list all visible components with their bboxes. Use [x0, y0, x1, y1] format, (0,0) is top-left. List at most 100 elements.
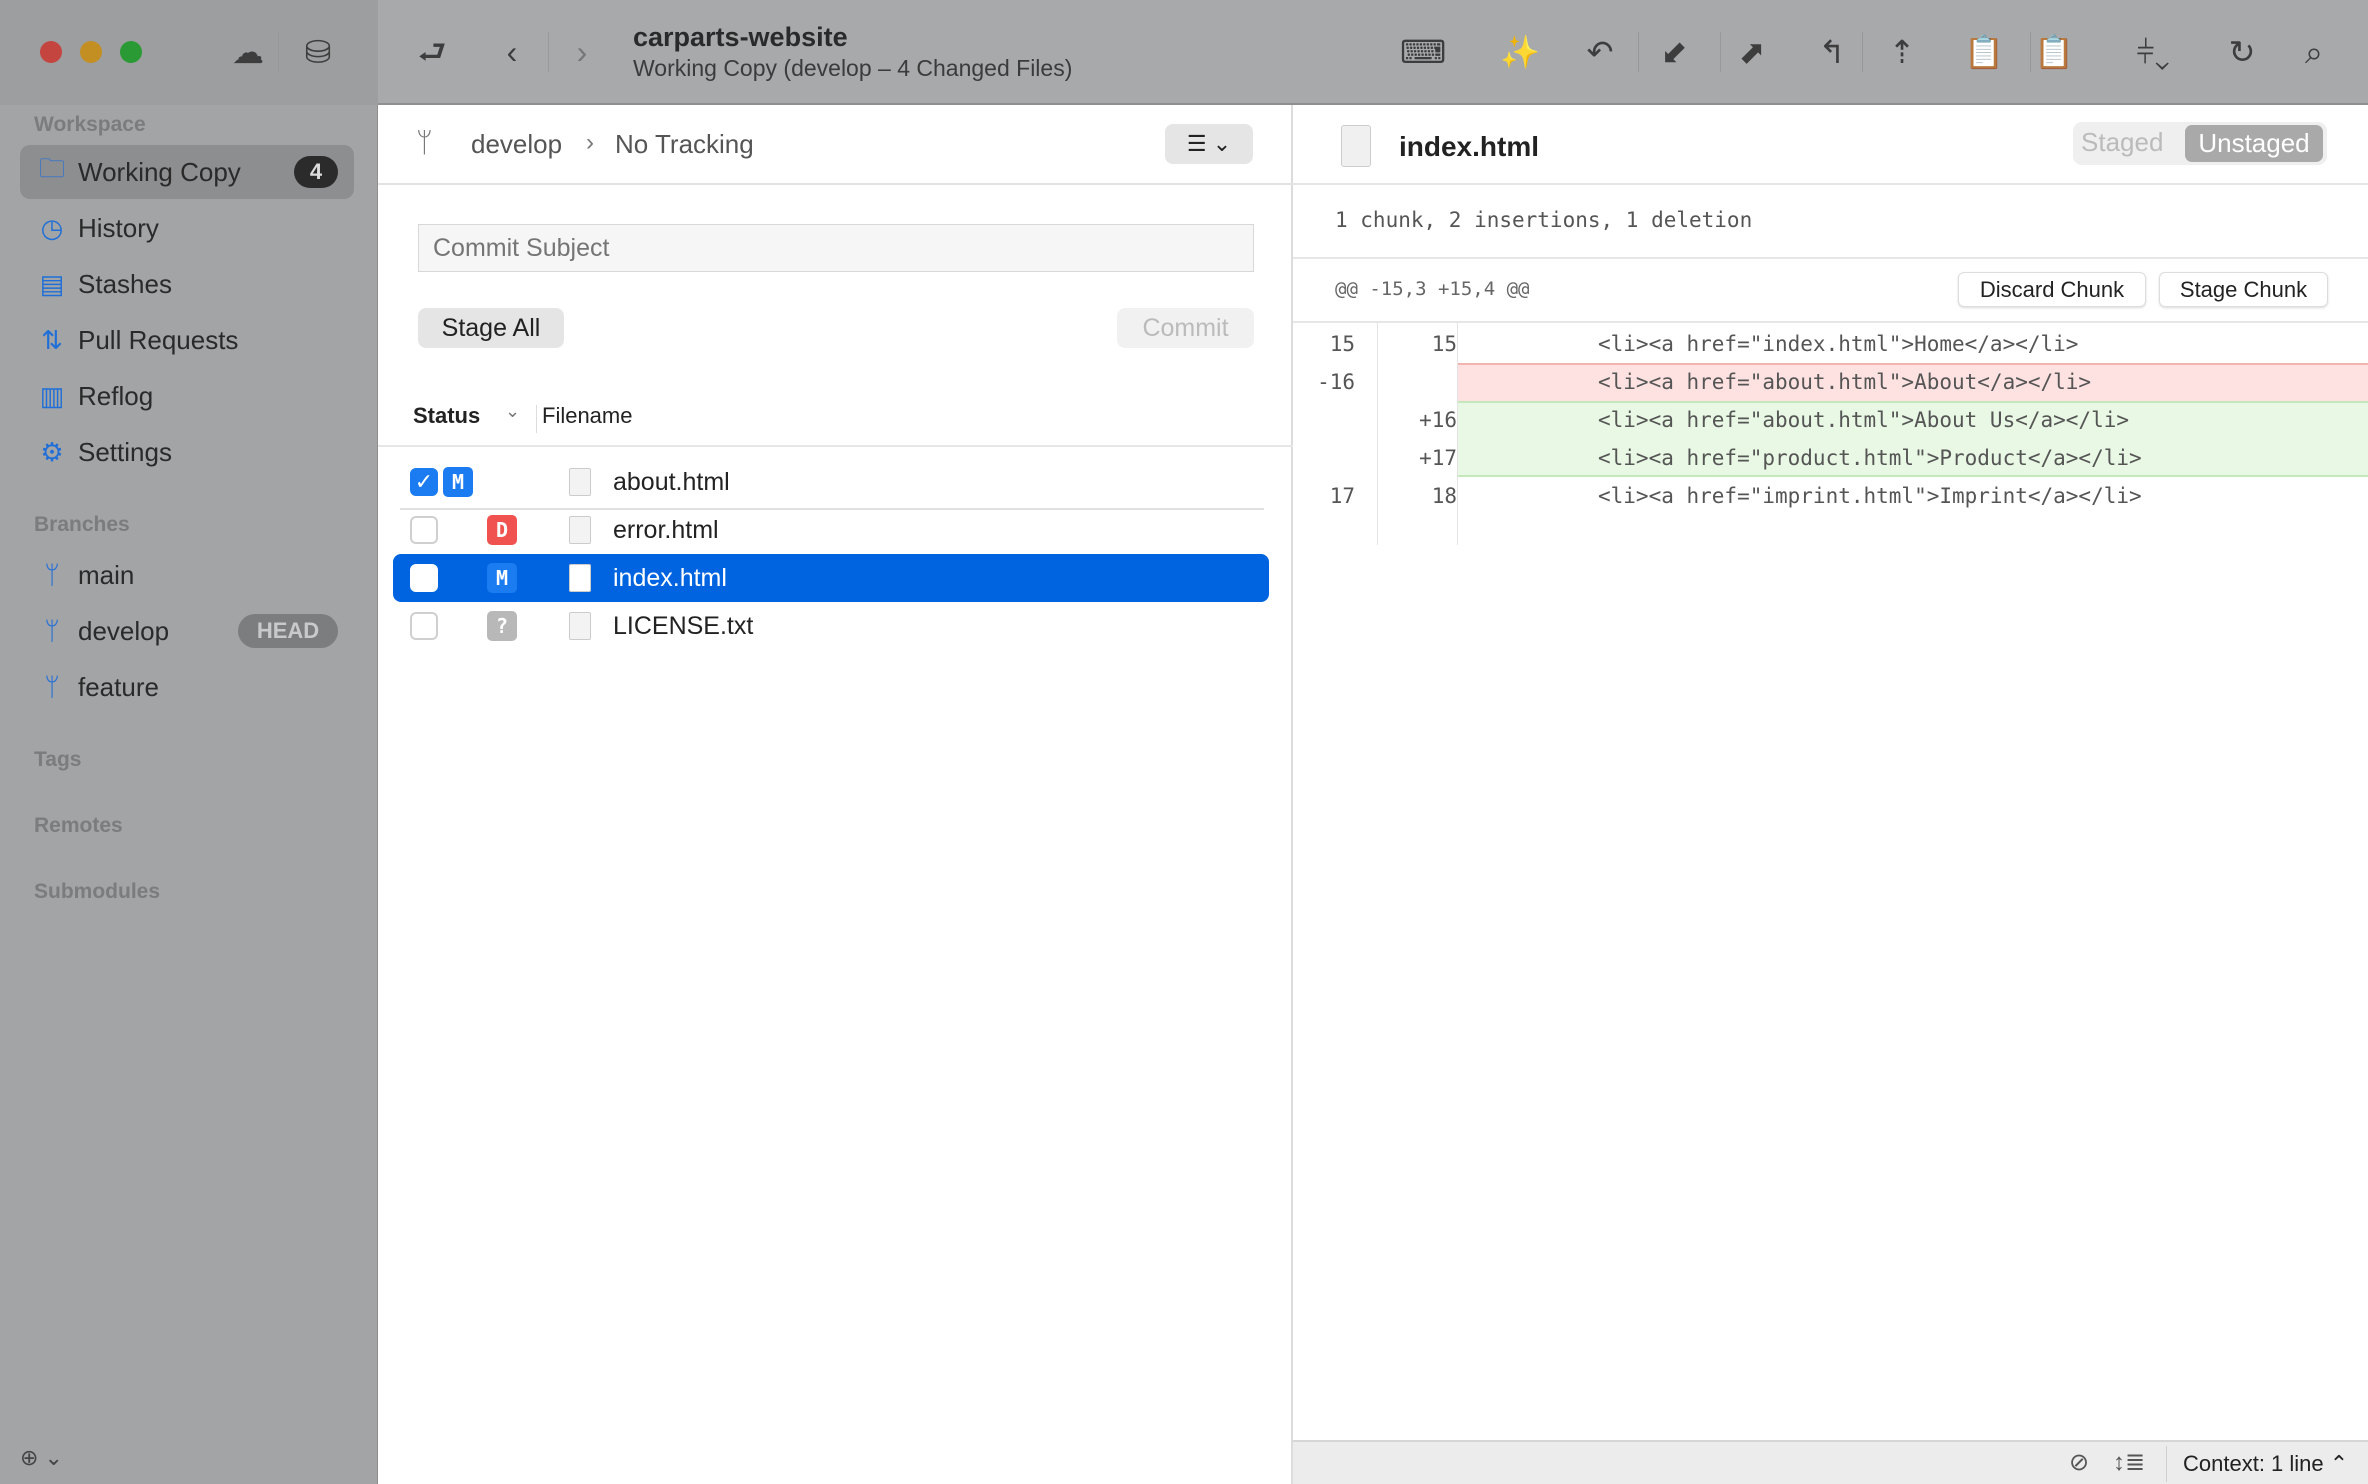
staged-segment[interactable]: Staged	[2081, 127, 2164, 157]
filename: index.html	[613, 563, 727, 592]
cloud-icon[interactable]: ☁	[232, 34, 264, 70]
zoom-button[interactable]	[120, 41, 142, 63]
drive-icon[interactable]: ⛁	[304, 34, 332, 70]
filename: about.html	[613, 467, 730, 496]
branch-feature[interactable]: ᛘ feature	[38, 667, 159, 707]
sidebar-item-working-copy-label[interactable]: 🗀 Working Copy	[38, 152, 241, 192]
status-bar: ⊘ ↕≣ Context: 1 line ⌃	[1293, 1440, 2368, 1484]
branch-name[interactable]: develop	[471, 129, 563, 159]
sidebar-item-pull-requests[interactable]: ⇅ Pull Requests	[38, 320, 238, 360]
close-button[interactable]	[40, 41, 62, 63]
stage-checkbox[interactable]: ✓	[410, 468, 438, 496]
file-icon	[569, 564, 591, 592]
sidebar-item-history[interactable]: ◷ History	[38, 208, 159, 248]
sidebar-item-stashes[interactable]: ▤ Stashes	[38, 264, 172, 304]
refresh-icon[interactable]: ↻	[2228, 34, 2256, 70]
branches-heading: Branches	[34, 513, 130, 536]
branch-develop[interactable]: ᛘ develop	[38, 611, 169, 651]
unstaged-segment[interactable]: Unstaged	[2185, 125, 2323, 162]
sidebar: Workspace 🗀 Working Copy 4 ◷ History ▤ Stas…	[0, 105, 378, 1484]
discard-chunk-button[interactable]: Discard Chunk	[1958, 272, 2146, 307]
status-badge: M	[487, 563, 517, 593]
branch-icon: ᛘ	[44, 559, 60, 590]
label: Working Copy	[78, 156, 241, 187]
commit-button[interactable]: Commit	[1117, 308, 1254, 348]
file-row[interactable]: ? LICENSE.txt	[393, 602, 1269, 650]
file-row-selected[interactable]: M index.html	[393, 554, 1269, 602]
stage-checkbox[interactable]	[410, 516, 438, 544]
ignore-whitespace-icon[interactable]: ⊘	[2069, 1449, 2090, 1476]
label: feature	[78, 671, 159, 702]
submodules-heading[interactable]: Submodules	[34, 880, 161, 903]
file-row[interactable]: ✓ M about.html	[393, 458, 1269, 506]
minimize-button[interactable]	[80, 41, 102, 63]
stash-pop-icon[interactable]: 📋	[2034, 34, 2074, 70]
terminal-icon[interactable]: ⌨	[1400, 34, 1447, 70]
folder-icon: 🗀	[38, 153, 65, 183]
context-lines-select[interactable]: Context: 1 line ⌃	[2183, 1451, 2349, 1476]
file-icon	[569, 516, 591, 544]
tags-heading[interactable]: Tags	[34, 748, 82, 771]
stage-checkbox[interactable]	[410, 612, 438, 640]
remotes-heading[interactable]: Remotes	[34, 814, 123, 837]
search-icon[interactable]: ⌕	[2305, 34, 2323, 70]
toolbar: ☁ ⛁ ⮐ ‹ › carparts-website Working Copy …	[0, 0, 2368, 105]
filename: error.html	[613, 515, 719, 544]
filename-column-header[interactable]: Filename	[542, 403, 633, 428]
status-badge: M	[443, 467, 473, 497]
branch-main[interactable]: ᛘ main	[38, 555, 134, 595]
fetch-icon[interactable]: ⬋	[1660, 34, 1688, 70]
list-view-menu[interactable]: ☰ ⌄	[1165, 124, 1253, 164]
commit-subject-input[interactable]	[418, 224, 1254, 272]
diff-summary: 1 chunk, 2 insertions, 1 deletion	[1335, 208, 1753, 232]
file-icon	[569, 612, 591, 640]
file-icon	[569, 468, 591, 496]
label: Settings	[78, 436, 172, 467]
label: Reflog	[78, 380, 154, 411]
sort-chevron-icon[interactable]: ⌄	[505, 401, 521, 421]
file-row[interactable]: D error.html	[393, 506, 1269, 554]
stash-save-icon[interactable]: 📋	[1964, 34, 2004, 70]
clipboard-icon: ▤	[39, 268, 65, 299]
pull-icon[interactable]: ↶	[1586, 34, 1614, 70]
clock-icon: ◷	[40, 212, 64, 243]
diff-line-context: 15 15 <li><a href="index.html">Home</a></l…	[1329, 332, 2079, 356]
branch-up-icon[interactable]: ⇡	[1888, 34, 1916, 70]
stage-chunk-button[interactable]: Stage Chunk	[2159, 272, 2328, 307]
chunk-header: @@ -15,3 +15,4 @@	[1335, 278, 1530, 300]
diff-line-added: +17 <li><a href="product.html">Product</a…	[1419, 446, 2142, 470]
line-spacing-icon[interactable]: ↕≣	[2113, 1449, 2146, 1476]
label: Stashes	[78, 268, 172, 299]
open-folder-icon[interactable]: ⮐	[417, 34, 447, 70]
window-subtitle: Working Copy (develop – 4 Changed Files)	[633, 55, 1073, 81]
add-menu-button[interactable]: ⊕ ⌄	[20, 1445, 63, 1470]
changes-panel: ᛘ develop › No Tracking ☰ ⌄ Stage All Co…	[378, 105, 1293, 1484]
branch-icon: ᛘ	[44, 615, 60, 646]
branch-icon: ᛘ	[44, 671, 60, 702]
sidebar-item-reflog[interactable]: ▥ Reflog	[38, 376, 153, 416]
back-icon[interactable]: ‹	[506, 34, 518, 70]
head-badge: HEAD	[238, 614, 338, 648]
label: develop	[78, 615, 170, 646]
pull-request-icon: ⇅	[41, 324, 63, 355]
filter-icon[interactable]: ⫩⌄	[2136, 34, 2170, 70]
tracking-status[interactable]: No Tracking	[615, 129, 754, 159]
sidebar-item-settings[interactable]: ⚙ Settings	[38, 432, 172, 472]
status-badge: D	[487, 515, 517, 545]
book-icon: ▥	[39, 380, 65, 411]
magic-wand-icon[interactable]: ✨	[1500, 34, 1540, 70]
forward-icon[interactable]: ›	[576, 34, 588, 70]
chevron-right-icon: ›	[586, 129, 594, 156]
filename: LICENSE.txt	[613, 611, 754, 640]
merge-icon[interactable]: ↰	[1818, 34, 1846, 70]
label: Pull Requests	[78, 324, 239, 355]
staged-unstaged-toggle: Staged Unstaged	[2073, 122, 2327, 165]
status-column-header[interactable]: Status	[413, 403, 481, 428]
file-icon	[1341, 125, 1371, 167]
stage-checkbox[interactable]	[410, 564, 438, 592]
sidebar-titlebar	[0, 0, 378, 105]
push-icon[interactable]: ⬈	[1738, 34, 1766, 70]
stage-all-button[interactable]: Stage All	[418, 308, 564, 348]
diff-line-context: 17 18 <li><a href="imprint.html">Imprint</…	[1329, 484, 2142, 508]
label: main	[78, 559, 135, 590]
